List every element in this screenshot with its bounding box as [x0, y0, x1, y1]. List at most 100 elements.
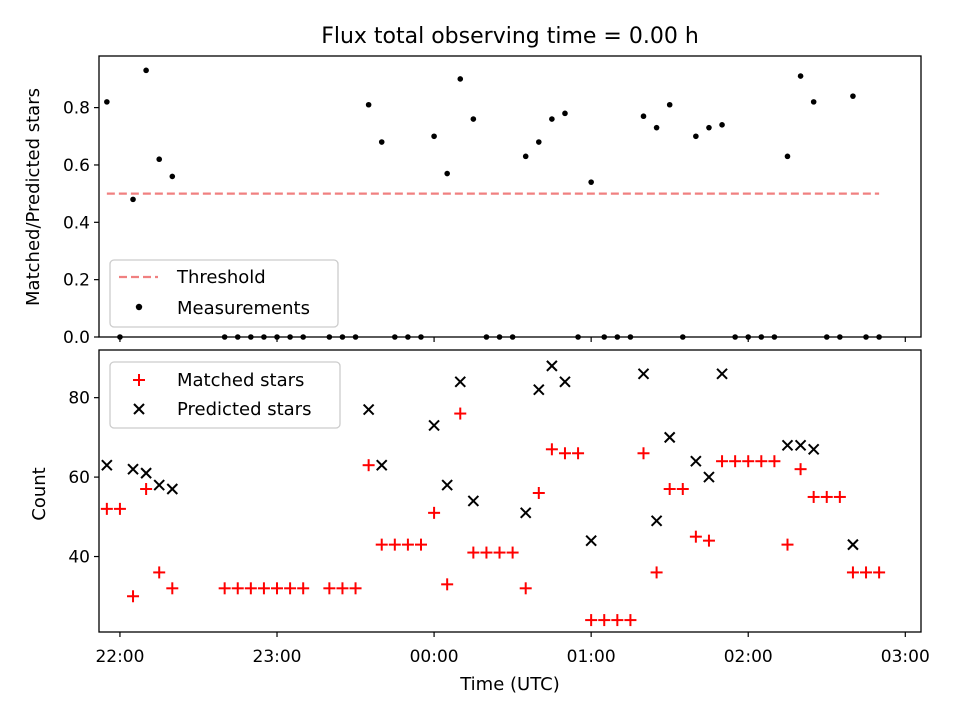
- matched-stars-point: [454, 407, 467, 420]
- predicted-stars-point: [690, 455, 702, 467]
- measurement-point: [706, 124, 712, 131]
- predicted-stars-point: [781, 439, 794, 452]
- matched-stars-point: [768, 455, 781, 468]
- measurement-point: [378, 139, 385, 145]
- chart-title: Flux total observing time = 0.00 h: [321, 24, 699, 49]
- matched-stars-point: [257, 582, 270, 595]
- matched-stars-point: [663, 483, 676, 496]
- count-x-ticks: 22:00 23:00 00:00 01:00 02:00 03:00: [95, 632, 930, 667]
- matched-stars-point: [297, 582, 310, 595]
- count-plot-frame: [98, 349, 922, 633]
- matched-stars-point: [702, 534, 715, 547]
- matched-stars-point: [729, 455, 742, 468]
- measurement-point: [444, 170, 450, 177]
- predicted-stars-point: [101, 459, 113, 471]
- count-y-axis-label: Count: [29, 467, 50, 520]
- matched-stars-point: [716, 455, 729, 468]
- matched-stars-point: [532, 486, 545, 499]
- ratio-plot-area: [104, 67, 882, 340]
- matched-stars-point: [637, 447, 650, 460]
- threshold-legend-label: Threshold: [176, 267, 266, 288]
- matched-stars-point: [611, 614, 624, 627]
- measurement-point: [666, 101, 673, 108]
- matched-stars-point: [414, 538, 427, 551]
- matched-stars-point: [467, 546, 480, 559]
- matched-stars-point: [676, 483, 689, 496]
- predicted-stars-point: [362, 403, 375, 416]
- measurement-point: [143, 67, 149, 74]
- matched-stars-point: [100, 502, 113, 515]
- matched-stars-point: [820, 490, 833, 503]
- matched-stars-point: [873, 566, 886, 579]
- ratio-plot-frame: [98, 55, 922, 338]
- x-tick-label: 02:00: [724, 647, 773, 667]
- measurement-point: [156, 156, 163, 163]
- measurement-point: [784, 153, 791, 160]
- matched-stars-point: [624, 614, 637, 627]
- x-tick-label: 23:00: [253, 647, 302, 667]
- predicted-stars-point: [153, 479, 165, 491]
- predicted-stars-point: [428, 419, 440, 432]
- predicted-stars-point: [140, 467, 152, 479]
- predicted-stars-point: [663, 431, 676, 444]
- ratio-legend-box: [109, 259, 339, 328]
- predicted-stars-point: [559, 376, 571, 388]
- measurement-point: [653, 124, 660, 131]
- measurement-point: [365, 101, 372, 108]
- matched-stars-point: [284, 582, 297, 595]
- matched-stars-point: [585, 614, 598, 627]
- y-tick-label: 0.4: [63, 213, 90, 233]
- y-tick-label: 40: [68, 548, 90, 568]
- predicted-stars-point: [847, 538, 859, 551]
- matched-stars-point: [558, 447, 571, 460]
- matched-stars-point: [781, 538, 794, 551]
- measurement-point: [522, 153, 529, 160]
- matched-stars-point: [349, 582, 362, 595]
- measurement-point: [719, 122, 725, 128]
- measurement-point: [549, 116, 555, 122]
- measurement-point: [104, 99, 110, 105]
- count-plot-area: [100, 360, 886, 627]
- measurements-legend-swatch: [135, 303, 143, 311]
- measurement-point: [130, 196, 136, 203]
- measurement-point: [470, 116, 477, 122]
- ratio-panel: Flux total observing time = 0.00 h Match…: [23, 24, 922, 348]
- matched-legend-swatch: [133, 374, 145, 386]
- matched-stars-point: [153, 566, 166, 579]
- count-panel: Count Time (UTC) 40 60 80 22:00 23:00 00:00 0…: [29, 349, 930, 695]
- y-tick-label: 80: [68, 389, 90, 409]
- predicted-stars-point: [454, 376, 466, 388]
- matched-stars-point: [689, 530, 702, 543]
- matched-stars-point: [271, 582, 284, 595]
- x-tick-label: 00:00: [410, 647, 459, 667]
- matched-stars-point: [323, 582, 336, 595]
- count-legend-box: [109, 361, 341, 429]
- measurements-legend-label: Measurements: [177, 298, 310, 319]
- predicted-stars-point: [546, 360, 558, 372]
- predicted-stars-point: [519, 507, 532, 519]
- measurement-point: [693, 133, 699, 140]
- ratio-y-ticks: 0.0 0.2 0.4 0.6 0.8: [63, 99, 99, 348]
- count-y-ticks: 40 60 80: [68, 389, 99, 568]
- measurement-point: [588, 179, 594, 185]
- matched-stars-point: [428, 506, 441, 519]
- matched-stars-point: [441, 578, 454, 591]
- matched-stars-point: [113, 502, 126, 515]
- matched-stars-point: [545, 443, 558, 456]
- matched-stars-point: [794, 463, 807, 476]
- matched-stars-point: [572, 447, 585, 460]
- matched-stars-point: [493, 546, 506, 559]
- count-legend: Matched stars Predicted stars: [109, 361, 341, 429]
- x-tick-label: 22:00: [95, 647, 144, 667]
- measurement-point: [797, 73, 804, 79]
- predicted-stars-point: [637, 368, 650, 380]
- predicted-stars-point: [794, 439, 807, 452]
- ratio-x-ticks: [119, 337, 906, 342]
- matched-stars-point: [388, 538, 401, 551]
- matched-stars-point: [506, 546, 519, 559]
- matched-stars-point: [650, 566, 663, 579]
- measurement-point: [431, 133, 437, 140]
- measurement-point: [457, 76, 464, 82]
- y-tick-label: 0.0: [63, 328, 90, 348]
